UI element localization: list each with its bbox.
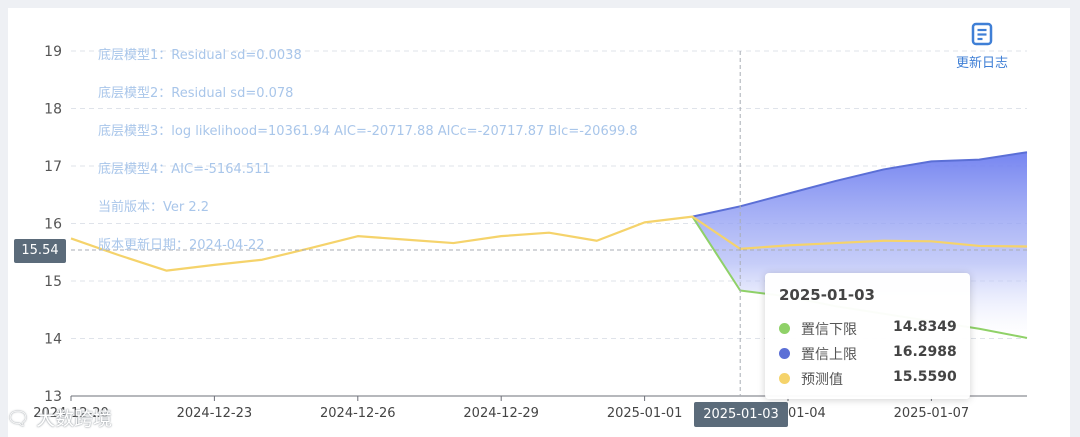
y-tick-label: 16 bbox=[44, 217, 62, 233]
changelog-label: 更新日志 bbox=[955, 56, 1008, 71]
upper-bound-legend-dot bbox=[779, 348, 790, 359]
tooltip-row-value: 14.8349 bbox=[893, 319, 957, 335]
x-tick-label: 2024-12-23 bbox=[177, 406, 253, 421]
model-note-4: 底层模型4：AIC=-5164.511 bbox=[98, 162, 271, 177]
tooltip-row-lower: 置信下限 14.8349 bbox=[779, 319, 963, 339]
model-note-1: 底层模型1：Residual sd=0.0038 bbox=[98, 48, 302, 63]
y-tick-label: 15 bbox=[44, 274, 62, 290]
tooltip-row-value: 16.2988 bbox=[893, 344, 957, 360]
model-note-2: 底层模型2：Residual sd=0.078 bbox=[98, 86, 294, 101]
document-icon bbox=[971, 22, 993, 46]
x-tick-label: 2025-01-01 bbox=[607, 406, 683, 421]
y-tick-label: 17 bbox=[44, 159, 62, 175]
x-tick-label: 2024-12-20 bbox=[33, 406, 109, 421]
x-tick-label: 2025-01-07 bbox=[894, 406, 970, 421]
update-date-note: 版本更新日期：2024-04-22 bbox=[98, 238, 265, 253]
tooltip-date: 2025-01-03 bbox=[779, 286, 875, 304]
y-tick-label: 13 bbox=[44, 389, 62, 405]
forecast-line bbox=[70, 215, 1028, 272]
tooltip-row-name: 置信下限 bbox=[801, 322, 857, 338]
forecast-legend-dot bbox=[779, 373, 790, 384]
lower-bound-legend-dot bbox=[779, 323, 790, 334]
y-tick-label: 14 bbox=[44, 332, 62, 348]
tooltip-row-forecast: 预测值 15.5590 bbox=[779, 369, 963, 389]
tooltip-row-name: 置信上限 bbox=[801, 347, 857, 363]
watermark: 🗨 大数跨境 bbox=[6, 408, 113, 430]
chart-tooltip: 2025-01-03 置信下限 14.8349 置信上限 16.2988 预测值… bbox=[765, 273, 970, 399]
watermark-text: 大数跨境 bbox=[36, 408, 113, 430]
tooltip-row-value: 15.5590 bbox=[893, 369, 957, 385]
changelog-button[interactable]: 更新日志 bbox=[948, 22, 1016, 71]
crosshair-x-label: 2025-01-03 bbox=[694, 402, 788, 427]
version-note: 当前版本：Ver 2.2 bbox=[98, 200, 210, 215]
tooltip-row-name: 预测值 bbox=[801, 372, 843, 388]
tooltip-row-upper: 置信上限 16.2988 bbox=[779, 344, 963, 364]
y-tick-label: 19 bbox=[44, 44, 62, 60]
upper-bound-line bbox=[692, 151, 1028, 218]
crosshair-y-label: 15.54 bbox=[14, 239, 66, 263]
x-tick-label: 2024-12-29 bbox=[463, 406, 539, 421]
y-tick-label: 18 bbox=[44, 102, 62, 118]
model-note-3: 底层模型3：log likelihood=10361.94 AIC=-20717… bbox=[98, 124, 638, 139]
x-tick-label: 2024-12-26 bbox=[320, 406, 396, 421]
